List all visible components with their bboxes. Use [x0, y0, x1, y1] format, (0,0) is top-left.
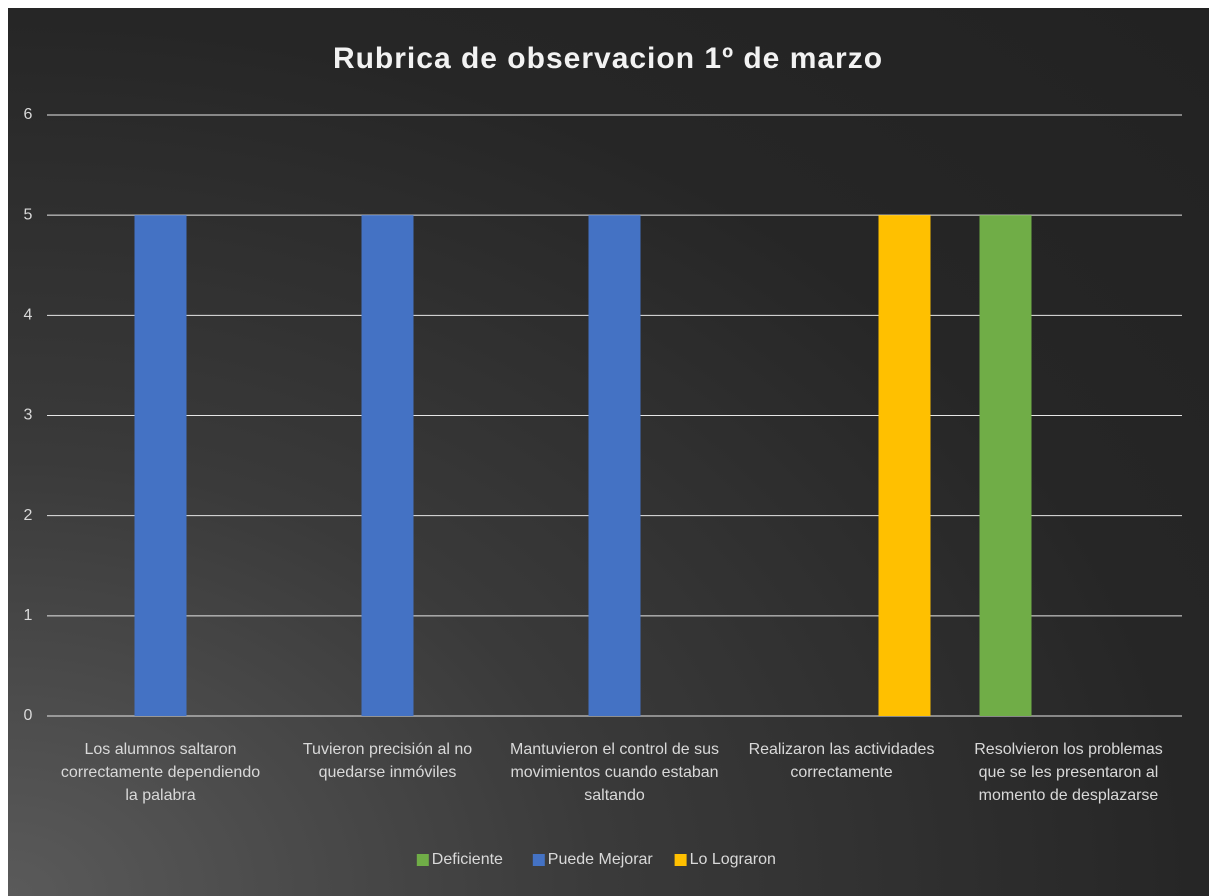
legend-label: Lo Lograron	[690, 851, 776, 868]
bar	[588, 215, 641, 716]
x-tick-label: Realizaron las actividades correctamente	[748, 741, 935, 781]
y-tick-label: 2	[24, 507, 33, 524]
chart: Rubrica de observacion 1º de marzo 0 1 2 3 4…	[24, 42, 1182, 868]
bar	[361, 215, 414, 716]
legend-swatch	[532, 854, 545, 866]
y-tick-label: 0	[24, 707, 33, 724]
bar	[134, 215, 187, 716]
legend-label: Puede Mejorar	[548, 851, 654, 868]
legend-swatch	[416, 854, 429, 866]
x-tick-label: Tuvieron precisión al no quedarse inmóvi…	[302, 741, 473, 781]
x-tick-label: Mantuvieron el control de sus movimiento…	[510, 741, 719, 804]
y-tick-label: 1	[24, 607, 33, 624]
x-tick-label: Los alumnos saltaron correctamente depen…	[60, 741, 261, 804]
legend-label: Deficiente	[432, 851, 503, 868]
bar	[878, 215, 931, 716]
bar	[979, 215, 1032, 716]
y-tick-label: 5	[24, 206, 33, 223]
x-tick-label: Resolvieron los problemas que se les pre…	[974, 741, 1163, 804]
legend-swatch	[674, 854, 687, 866]
y-tick-label: 4	[24, 307, 33, 324]
chart-area: Rubrica de observacion 1º de marzo 0 1 2 3 4…	[8, 8, 1209, 896]
y-tick-label: 6	[24, 106, 33, 123]
y-tick-label: 3	[24, 407, 33, 424]
chart-title: Rubrica de observacion 1º de marzo	[333, 42, 883, 75]
